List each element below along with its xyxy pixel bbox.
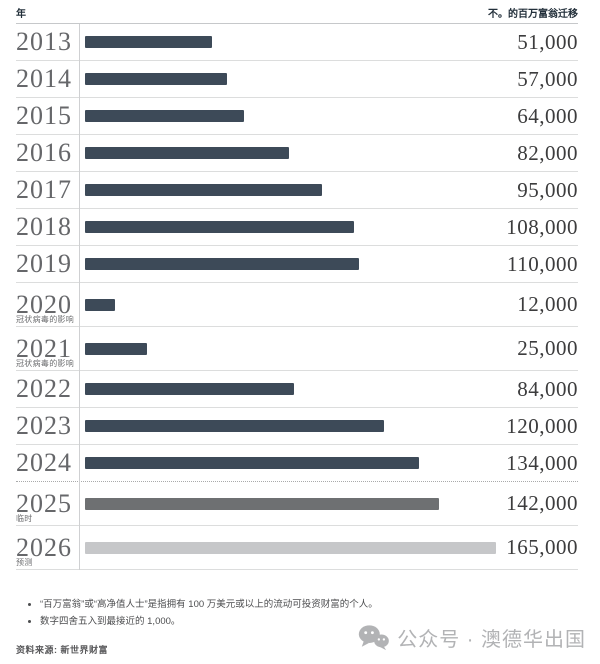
row-note: 临时 xyxy=(16,514,33,523)
wechat-icon xyxy=(358,624,390,651)
chart-row: 2017 95,000 xyxy=(16,172,578,209)
year-label: 2015 xyxy=(16,101,72,130)
value-label: 51,000 xyxy=(517,29,578,54)
chart-row: 2015 64,000 xyxy=(16,98,578,135)
bar-zone xyxy=(79,327,493,370)
row-note: 冠状病毒的影响 xyxy=(16,359,75,368)
bar xyxy=(85,258,359,270)
year-label: 2017 xyxy=(16,175,72,204)
chart-row: 2020 冠状病毒的影响 12,000 xyxy=(16,283,578,327)
bar xyxy=(85,73,227,85)
footnote-item: “百万富翁”或“高净值人士”是指拥有 100 万美元或以上的流动可投资财富的个人… xyxy=(40,596,578,613)
chart-row: 2018 108,000 xyxy=(16,209,578,246)
bar xyxy=(85,383,294,395)
year-label: 2023 xyxy=(16,411,72,440)
year-label: 2022 xyxy=(16,374,72,403)
year-label: 2020 xyxy=(16,289,72,319)
value-label: 110,000 xyxy=(507,251,578,276)
bar xyxy=(85,298,115,311)
chart-row: 2025 临时 142,000 xyxy=(16,482,578,526)
year-label: 2021 xyxy=(16,333,72,363)
value-label: 108,000 xyxy=(506,214,578,239)
bar xyxy=(85,110,244,122)
y-axis-line xyxy=(79,24,80,570)
value-column-header: 不。的百万富翁迁移 xyxy=(488,9,578,20)
year-label: 2024 xyxy=(16,448,72,477)
chart-row: 2013 51,000 xyxy=(16,24,578,61)
chart-row: 2016 82,000 xyxy=(16,135,578,172)
chart-row: 2023 120,000 xyxy=(16,408,578,445)
bar-chart: 2013 51,000 2014 57,000 2015 64,000 2016 82,000… xyxy=(16,24,578,570)
bar-zone xyxy=(79,371,493,407)
chart-rows: 2013 51,000 2014 57,000 2015 64,000 2016 82,000… xyxy=(16,24,578,570)
footnotes: “百万富翁”或“高净值人士”是指拥有 100 万美元或以上的流动可投资财富的个人… xyxy=(40,596,578,630)
year-label: 2026 xyxy=(16,532,72,562)
value-label: 12,000 xyxy=(517,292,578,316)
value-label: 165,000 xyxy=(506,535,578,559)
bar-zone xyxy=(79,24,493,60)
chart-row: 2019 110,000 xyxy=(16,246,578,283)
bar xyxy=(85,541,496,554)
footnote-item: 数字四舍五入到最接近的 1,000。 xyxy=(40,613,578,630)
year-label: 2013 xyxy=(16,27,72,56)
row-note: 冠状病毒的影响 xyxy=(16,315,75,324)
bar-zone xyxy=(79,408,493,444)
bar xyxy=(85,221,354,233)
year-label: 2014 xyxy=(16,64,72,93)
bar-zone xyxy=(79,209,493,245)
watermark-text: 公众号 · 澳德华出国 xyxy=(397,629,586,651)
row-note: 预测 xyxy=(16,558,33,567)
year-label: 2019 xyxy=(16,249,72,278)
source-label: 资料来源: 新世界财富 xyxy=(16,645,108,655)
bar xyxy=(85,457,419,469)
bar-zone xyxy=(79,482,493,525)
bar-zone xyxy=(79,283,493,326)
chart-row: 2026 预测 165,000 xyxy=(16,526,578,570)
year-column-header: 年 xyxy=(16,9,26,20)
bar-zone xyxy=(79,172,493,208)
value-label: 95,000 xyxy=(517,177,578,202)
bar-zone xyxy=(79,135,493,171)
chart-row: 2024 134,000 xyxy=(16,445,578,482)
value-label: 134,000 xyxy=(506,450,578,475)
watermark: 公众号 · 澳德华出国 xyxy=(358,623,586,652)
value-label: 120,000 xyxy=(506,413,578,438)
bar-zone xyxy=(79,526,496,569)
year-label: 2025 xyxy=(16,488,72,518)
bar xyxy=(85,342,147,355)
bar-zone xyxy=(79,98,493,134)
chart-row: 2021 冠状病毒的影响 25,000 xyxy=(16,327,578,371)
chart-row: 2022 84,000 xyxy=(16,371,578,408)
value-label: 142,000 xyxy=(506,491,578,515)
bar xyxy=(85,36,212,48)
bar-zone xyxy=(79,61,493,97)
value-label: 82,000 xyxy=(517,140,578,165)
year-label: 2016 xyxy=(16,138,72,167)
bar-zone xyxy=(79,445,493,481)
chart-row: 2014 57,000 xyxy=(16,61,578,98)
value-label: 64,000 xyxy=(517,103,578,128)
bar xyxy=(85,497,439,510)
column-headers: 年 不。的百万富翁迁移 xyxy=(16,0,578,24)
bar-zone xyxy=(79,246,493,282)
value-label: 25,000 xyxy=(517,336,578,360)
value-label: 57,000 xyxy=(517,66,578,91)
value-label: 84,000 xyxy=(517,376,578,401)
year-label: 2018 xyxy=(16,212,72,241)
bar xyxy=(85,420,384,432)
bar xyxy=(85,147,289,159)
bar xyxy=(85,184,322,196)
